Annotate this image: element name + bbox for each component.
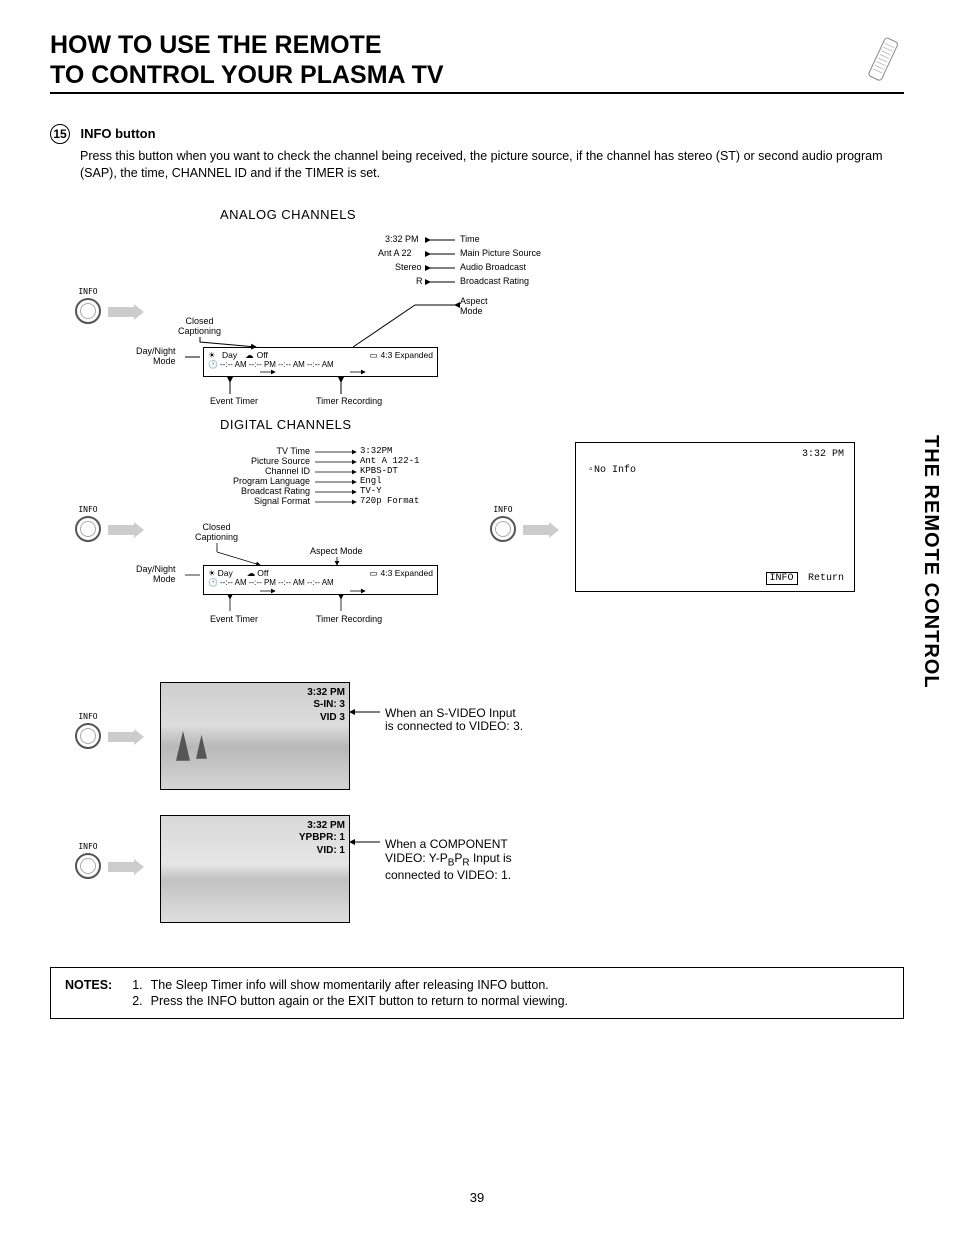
ov-line3: VID: 1	[299, 845, 345, 858]
info-button-analog: INFO	[75, 287, 101, 324]
lbl-sigfmt: Signal Format	[230, 497, 310, 507]
callout-aspect: Aspect Mode	[460, 297, 488, 317]
note-2: Press the INFO button again or the EXIT …	[151, 994, 574, 1008]
ov-line2: S-IN: 3	[307, 699, 345, 712]
info-circle-icon	[75, 853, 101, 879]
title-line-1: HOW TO USE THE REMOTE	[50, 30, 904, 60]
ov-time: 3:32 PM	[299, 820, 345, 833]
info-label: INFO	[75, 287, 101, 296]
info-button-digital-2: INFO	[490, 505, 516, 542]
bar-aspect: 4:3 Expanded	[381, 350, 433, 360]
note-1-num: 1.	[132, 978, 148, 992]
analog-heading: ANALOG CHANNELS	[220, 207, 356, 222]
dig-event-timer: Event Timer	[210, 615, 258, 625]
item-body: Press this button when you want to check…	[80, 148, 904, 182]
callout-daynight: Day/Night Mode	[136, 347, 176, 367]
digital-osd-bar: ☀ Day ☁ Off ▭ 4:3 Expanded 🕐 --:-- AM --…	[203, 565, 438, 595]
cc-icon: ☁	[245, 350, 254, 360]
arrow-icon	[108, 307, 136, 317]
side-tab: THE REMOTE CONTROL	[919, 435, 942, 689]
title-line-2: TO CONTROL YOUR PLASMA TV	[50, 60, 904, 90]
info-label: INFO	[75, 842, 101, 851]
info-label: INFO	[75, 505, 101, 514]
clock-icon: 🕐	[208, 578, 218, 588]
tree-shape	[176, 731, 190, 761]
sun-icon: ☀	[208, 568, 216, 578]
callout-audio: Audio Broadcast	[460, 263, 526, 273]
analog-source: Ant A 22	[378, 249, 412, 259]
info-circle-icon	[75, 298, 101, 324]
arrow-icon	[108, 525, 136, 535]
arrow-icon	[108, 732, 136, 742]
return-label: Return	[808, 573, 844, 584]
arrow-icon	[108, 862, 136, 872]
timer-row: --:-- AM --:-- PM --:-- AM --:-- AM	[220, 360, 334, 370]
component-caption: When a COMPONENT VIDEO: Y-PBPR Input is …	[385, 837, 545, 882]
ov-line3: VID 3	[307, 712, 345, 725]
component-overlay: 3:32 PM YPBPR: 1 VID: 1	[299, 820, 345, 858]
dig-callout-daynight: Day/Night Mode	[136, 565, 176, 585]
sun-icon: ☀	[208, 350, 222, 360]
diagram-area: ANALOG CHANNELS INFO 3:32 PM Ant A 22 St…	[60, 207, 904, 957]
info-circle-icon	[490, 516, 516, 542]
cc-icon: ☁	[247, 568, 256, 578]
aspect-icon: ▭	[370, 568, 378, 578]
clock-icon: 🕐	[208, 360, 218, 370]
bar-day: Day	[218, 568, 233, 578]
analog-time: 3:32 PM	[385, 235, 419, 245]
remote-icon	[866, 35, 904, 85]
svideo-overlay: 3:32 PM S-IN: 3 VID 3	[307, 687, 345, 725]
note-2-num: 2.	[132, 994, 148, 1008]
info-circle-icon	[75, 516, 101, 542]
info-button-svideo: INFO	[75, 712, 101, 749]
bar-aspect: 4:3 Expanded	[381, 568, 433, 578]
info-circle-icon	[75, 723, 101, 749]
arrow-icon	[523, 525, 551, 535]
bar-cc: Off	[257, 568, 268, 578]
callout-cc: Closed Captioning	[178, 317, 221, 337]
ov-time: 3:32 PM	[307, 687, 345, 700]
timer-row: --:-- AM --:-- PM --:-- AM --:-- AM	[220, 578, 334, 588]
info-button-digital: INFO	[75, 505, 101, 542]
no-info-panel: 3:32 PM ▫No Info INFO Return	[575, 442, 855, 592]
no-info-footer: INFO Return	[766, 567, 844, 585]
item-number-badge: 15	[50, 124, 70, 144]
info-badge: INFO	[766, 572, 798, 585]
component-thumbnail: 3:32 PM YPBPR: 1 VID: 1	[160, 815, 350, 923]
notes-label: NOTES:	[65, 978, 130, 992]
svideo-thumbnail: 3:32 PM S-IN: 3 VID 3	[160, 682, 350, 790]
callout-main-src: Main Picture Source	[460, 249, 541, 259]
dig-callout-aspect: Aspect Mode	[310, 547, 363, 557]
page-number: 39	[0, 1190, 954, 1205]
info-label: INFO	[75, 712, 101, 721]
callout-event-timer: Event Timer	[210, 397, 258, 407]
notes-box: NOTES: 1. The Sleep Timer info will show…	[50, 967, 904, 1019]
callout-timer-rec: Timer Recording	[316, 397, 382, 407]
callout-rating: Broadcast Rating	[460, 277, 529, 287]
info-label: INFO	[490, 505, 516, 514]
dig-callout-cc: Closed Captioning	[195, 523, 238, 543]
digital-heading: DIGITAL CHANNELS	[220, 417, 352, 432]
item-row: 15 INFO button Press this button when yo…	[50, 124, 904, 182]
note-1: The Sleep Timer info will show momentari…	[151, 978, 574, 992]
analog-osd-bar: ☀ Day ☁ Off ▭ 4:3 Expanded 🕐 --:-- AM --…	[203, 347, 438, 377]
no-info-time: 3:32 PM	[802, 449, 844, 460]
callout-time: Time	[460, 235, 480, 245]
analog-rating: R	[416, 277, 423, 287]
no-info-text: ▫No Info	[588, 465, 636, 476]
bar-cc: Off	[257, 350, 268, 360]
analog-audio: Stereo	[395, 263, 422, 273]
ov-line2: YPBPR: 1	[299, 832, 345, 845]
dig-fmt: 720p Format	[360, 497, 419, 507]
bar-day: Day	[222, 350, 237, 360]
aspect-icon: ▭	[370, 350, 378, 360]
item-heading: INFO button	[80, 126, 155, 141]
dig-timer-rec: Timer Recording	[316, 615, 382, 625]
info-button-component: INFO	[75, 842, 101, 879]
page-title-block: HOW TO USE THE REMOTE TO CONTROL YOUR PL…	[50, 30, 904, 94]
tree-shape	[196, 735, 207, 759]
svideo-caption: When an S-VIDEO Input is connected to VI…	[385, 707, 525, 733]
